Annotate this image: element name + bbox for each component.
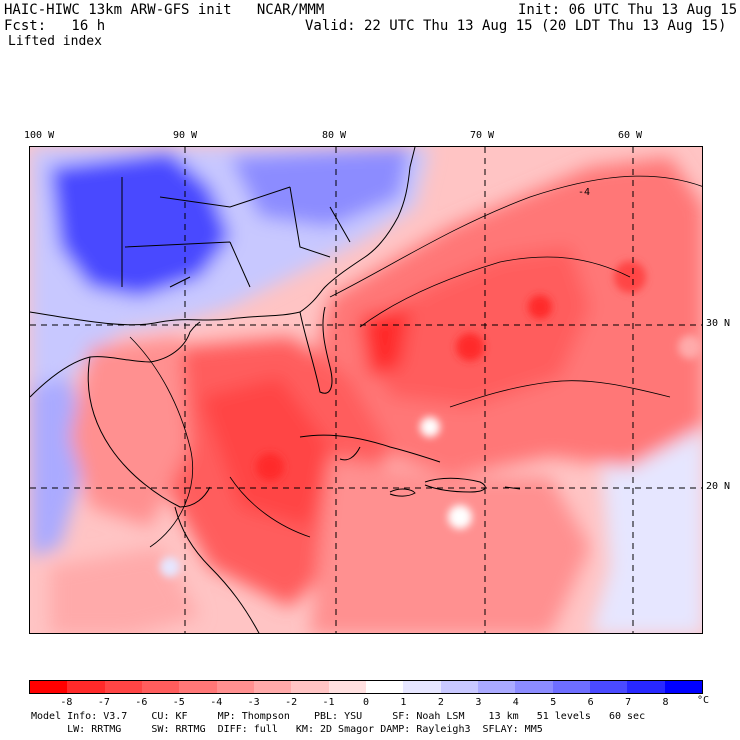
colorbar-tick-label: -5 (172, 697, 185, 708)
field-shading (30, 147, 702, 633)
lon-label-80w: 80 W (322, 130, 347, 141)
coastlines (30, 147, 521, 633)
colorbar (29, 680, 703, 694)
init-time: Init: 06 UTC Thu 13 Aug 15 (518, 2, 738, 18)
state-borders (121, 177, 351, 288)
colorbar-tick-label: -3 (247, 697, 260, 708)
colorbar-swatch (179, 681, 217, 693)
colorbar-tick-label: -8 (60, 697, 73, 708)
colorbar-swatch (365, 681, 404, 693)
us-coastline (30, 147, 416, 326)
colorbar-tick-label: 3 (475, 697, 482, 708)
model-title: HAIC-HIWC 13km ARW-GFS init NCAR/MMM (4, 2, 325, 18)
graticule (30, 147, 702, 633)
florida-peninsula (299, 306, 333, 394)
puerto-rico (504, 486, 521, 490)
colorbar-swatch (440, 681, 478, 693)
lon-label-70w: 70 W (470, 130, 495, 141)
lon-label-90w: 90 W (173, 130, 198, 141)
colorbar-swatch (403, 681, 441, 693)
colorbar-swatch (515, 681, 553, 693)
colorbar-swatch (141, 681, 180, 693)
colorbar-swatch (477, 681, 516, 693)
colorbar-swatch (291, 681, 329, 693)
lat-label-30n: 30 N (706, 318, 731, 329)
colorbar-tick-label: -4 (210, 697, 223, 708)
model-info-line2: LW: RRTMG SW: RRTMG DIFF: full KM: 2D Sm… (31, 724, 543, 735)
forecast-hour: Fcst: 16 h (4, 18, 106, 34)
mexico-coast (87, 356, 211, 508)
lon-label-60w: 60 W (618, 130, 643, 141)
valid-time: Valid: 22 UTC Thu 13 Aug 15 (20 LDT Thu … (305, 18, 727, 34)
lon-label-100w: 100 W (24, 130, 55, 141)
colorbar-tick-label: 7 (625, 697, 632, 708)
jamaica (389, 488, 416, 497)
colorbar-unit: °C (697, 695, 710, 706)
map-canvas: -4 (30, 147, 702, 633)
colorbar-swatch (216, 681, 254, 693)
colorbar-tick-label: -6 (135, 697, 148, 708)
colorbar-swatch (627, 681, 665, 693)
colorbar-swatch (30, 681, 68, 693)
gulf-coast-mexico (30, 321, 201, 398)
colorbar-tick-label: 8 (662, 697, 669, 708)
colorbar-swatch (552, 681, 590, 693)
cuba (299, 434, 441, 463)
colorbar-tick-label: 5 (550, 697, 557, 708)
colorbar-tick-label: -1 (322, 697, 335, 708)
colorbar-tick-label: 6 (587, 697, 594, 708)
lat-label-20n: 20 N (706, 481, 731, 492)
hispaniola (424, 477, 486, 493)
central-america-coast (174, 506, 260, 633)
colorbar-swatch (328, 681, 366, 693)
colorbar-swatch (589, 681, 628, 693)
colorbar-swatch (104, 681, 142, 693)
colorbar-swatch (67, 681, 105, 693)
colorbar-tick-label: -7 (97, 697, 110, 708)
colorbar-swatch (253, 681, 292, 693)
colorbar-tick-label: 1 (400, 697, 407, 708)
field-cells (160, 261, 702, 577)
colorbar-swatch (664, 681, 702, 693)
model-info-line1: Model Info: V3.7 CU: KF MP: Thompson PBL… (31, 711, 646, 722)
colorbar-tick-label: -2 (285, 697, 298, 708)
contour-label: -4 (578, 187, 590, 198)
lifted-index-map: -4 (29, 146, 703, 634)
colorbar-tick-label: 0 (362, 697, 370, 708)
colorbar-tick-label: 2 (437, 697, 444, 708)
colorbar-tick-label: 4 (512, 697, 519, 708)
contours (129, 175, 702, 548)
field-name: Lifted index (8, 34, 102, 49)
